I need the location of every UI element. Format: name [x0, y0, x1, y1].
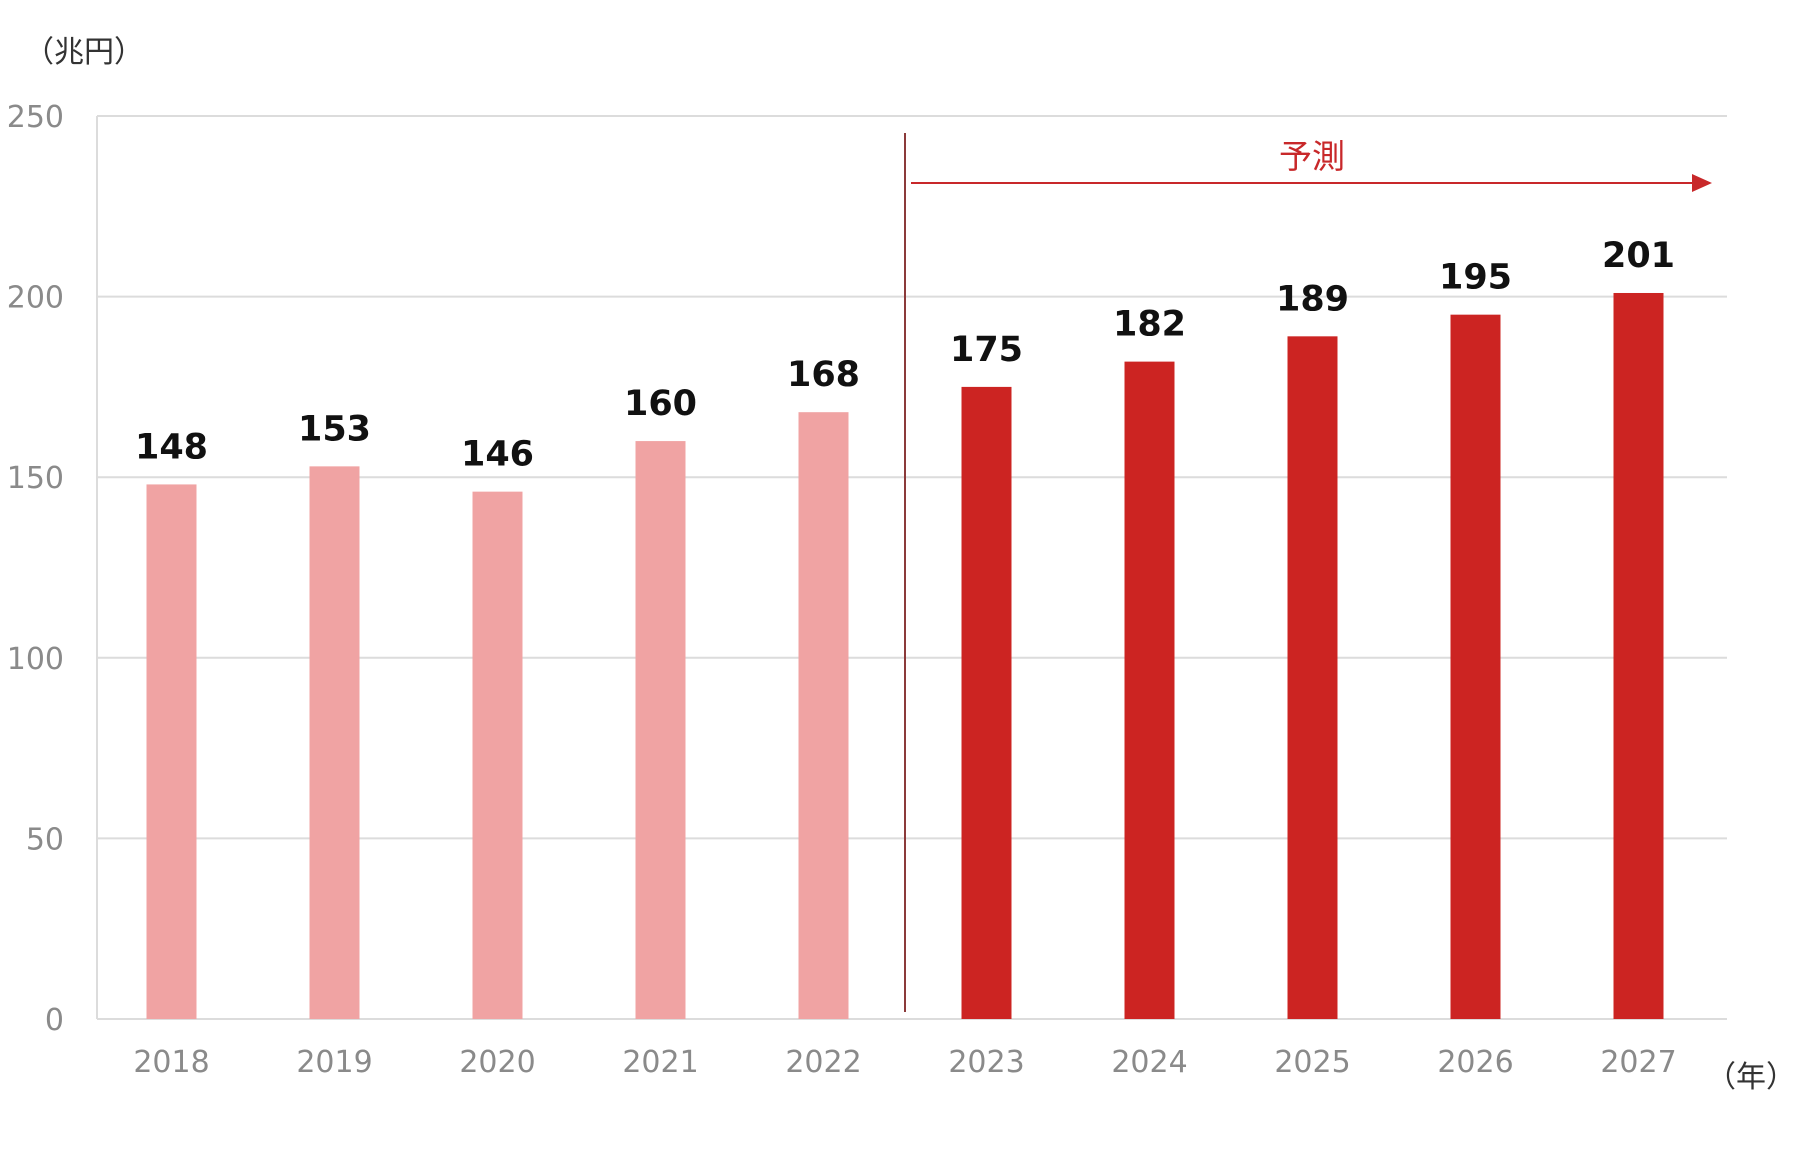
y-tick-label: 100 [7, 642, 64, 677]
y-tick-label: 200 [7, 281, 64, 316]
x-tick-label: 2022 [785, 1045, 861, 1080]
x-tick-label: 2024 [1111, 1045, 1187, 1080]
bar [635, 441, 686, 1020]
data-labels: 148 153 146 160 168 175 182 189 195 201 [135, 236, 1675, 475]
x-tick-label: 2027 [1600, 1045, 1676, 1080]
y-tick-label: 0 [45, 1003, 64, 1038]
bar [1124, 361, 1175, 1020]
x-axis-unit-label: （年） [1706, 1060, 1796, 1095]
bar [472, 491, 523, 1019]
forecast-annotation: 予測 [904, 133, 1712, 1012]
data-label: 175 [950, 330, 1023, 370]
bar [1613, 292, 1664, 1019]
x-tick-label: 2018 [133, 1045, 209, 1080]
data-label: 148 [135, 427, 208, 467]
bar [146, 484, 197, 1019]
data-label: 189 [1276, 279, 1349, 319]
x-tick-label: 2021 [622, 1045, 698, 1080]
bars [146, 292, 1664, 1020]
x-tick-label: 2026 [1437, 1045, 1513, 1080]
y-tick-label: 50 [26, 822, 64, 857]
y-axis-unit-label: （兆円） [24, 35, 144, 70]
x-tick-label: 2019 [296, 1045, 372, 1080]
bar [1450, 314, 1501, 1019]
data-label: 182 [1113, 305, 1186, 345]
bar [1287, 336, 1338, 1019]
data-label: 160 [624, 384, 697, 424]
forecast-arrow-head-icon [1692, 174, 1712, 192]
y-tick-label: 150 [7, 461, 64, 496]
x-tick-label: 2023 [948, 1045, 1024, 1080]
bar [798, 412, 849, 1020]
data-label: 195 [1439, 258, 1512, 298]
x-tick-labels: 2018 2019 2020 2021 2022 2023 2024 2025 2026 2027 [133, 1045, 1676, 1080]
y-tick-label: 250 [7, 100, 64, 135]
data-label: 168 [787, 355, 860, 395]
y-tick-labels: 0 50 100 150 200 250 [7, 100, 64, 1038]
x-tick-label: 2025 [1274, 1045, 1350, 1080]
data-label: 153 [298, 409, 371, 449]
data-label: 201 [1602, 236, 1675, 276]
bar [961, 386, 1012, 1019]
bar [309, 466, 360, 1019]
data-label: 146 [461, 435, 534, 475]
forecast-label: 予測 [1279, 137, 1345, 176]
x-tick-label: 2020 [459, 1045, 535, 1080]
